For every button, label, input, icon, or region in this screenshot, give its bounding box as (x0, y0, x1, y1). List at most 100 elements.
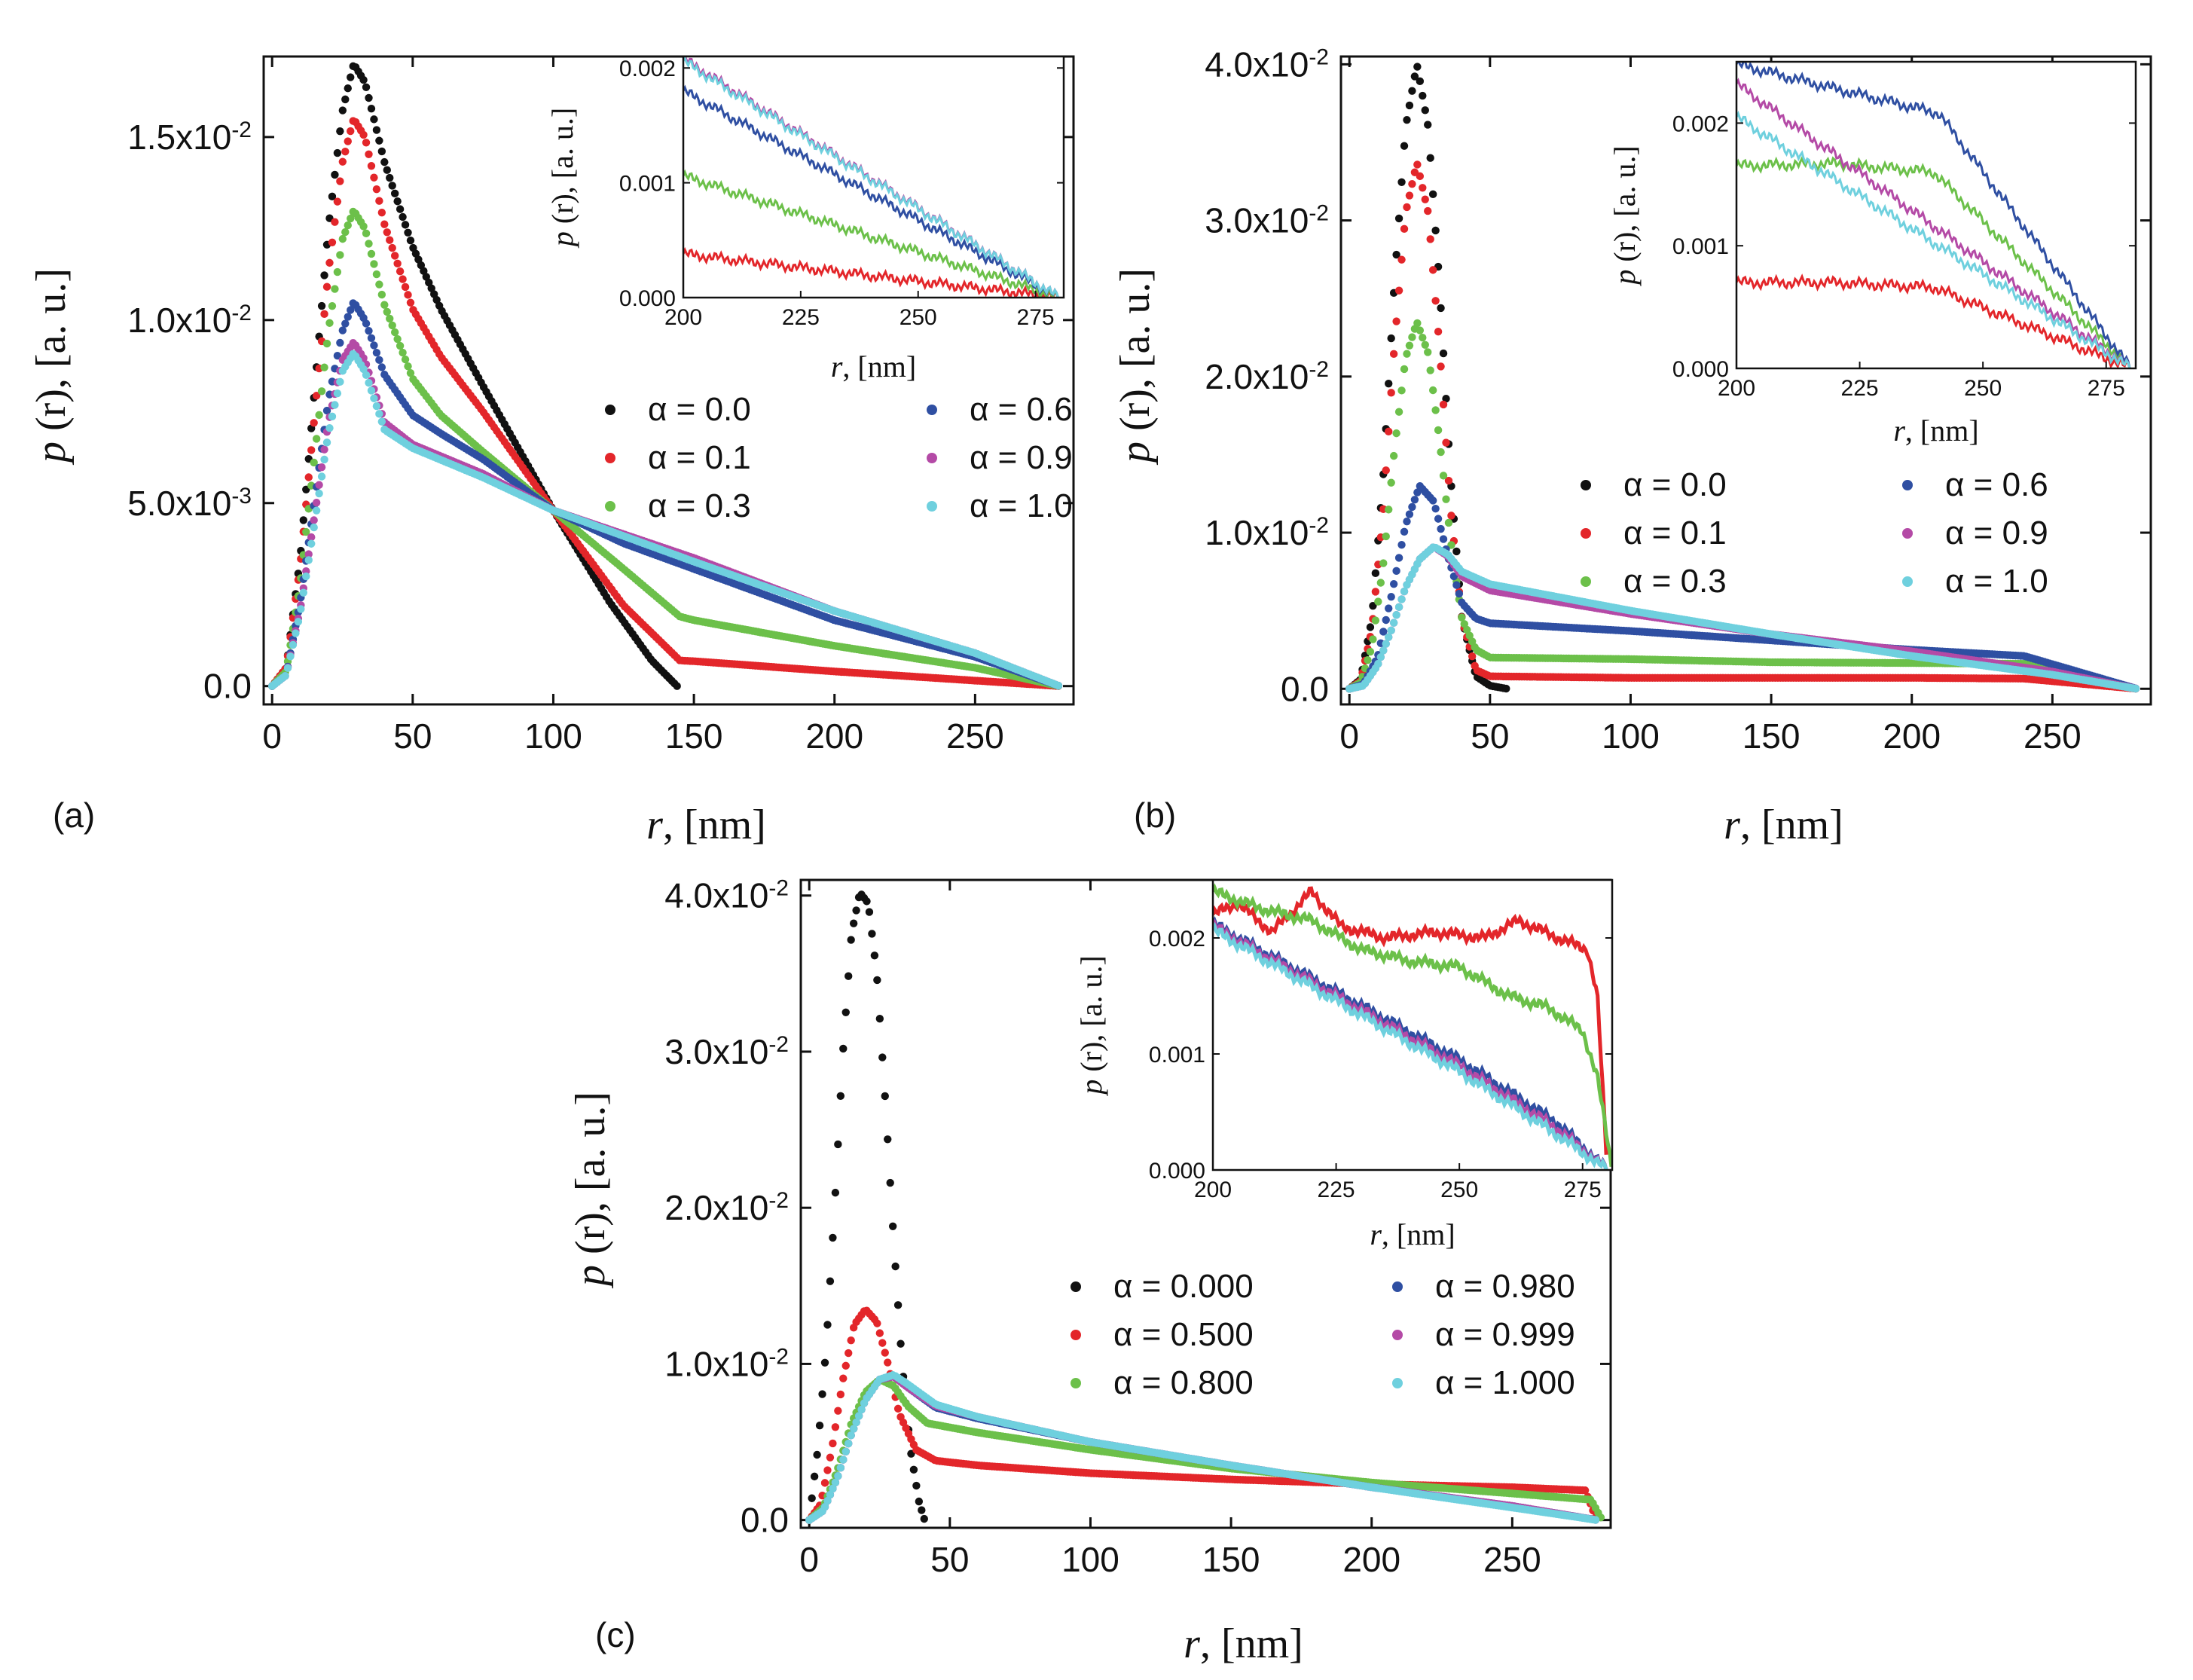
data-point (915, 1497, 924, 1506)
data-point (1408, 502, 1416, 512)
y-axis-title: p (r), [a. u.] (567, 1092, 614, 1289)
data-point (304, 556, 313, 564)
data-point (399, 348, 407, 357)
data-point (377, 417, 386, 426)
data-point (836, 1092, 845, 1100)
data-point (1452, 581, 1461, 589)
data-point (868, 930, 876, 938)
data-point (1371, 588, 1380, 596)
data-point (854, 1412, 863, 1420)
data-point (401, 221, 410, 229)
data-point (1447, 541, 1455, 549)
data-point (370, 394, 378, 402)
data-point (325, 424, 334, 432)
x-tick-label: 150 (665, 716, 723, 756)
legend-marker (1581, 480, 1591, 490)
data-point (820, 1479, 829, 1487)
panel-label: (c) (595, 1615, 636, 1654)
data-point (1408, 87, 1416, 95)
inset-series-green (683, 169, 1059, 298)
y-tick-label: 2.0x10-2 (664, 1188, 789, 1228)
data-point (1387, 334, 1395, 343)
data-point (1397, 540, 1406, 549)
data-point (1437, 362, 1445, 371)
data-point (1458, 613, 1466, 622)
inset-x-tick-label: 200 (1718, 376, 1755, 401)
data-point (808, 1494, 816, 1502)
data-point (372, 402, 381, 411)
y-axis-title: p (r), [a. u.] (28, 268, 75, 466)
data-point (841, 1008, 850, 1017)
data-point (344, 313, 352, 321)
data-point (322, 406, 331, 415)
data-point (372, 270, 381, 279)
data-point (375, 356, 383, 365)
legend-entry: α = 0.0 (1623, 466, 1727, 503)
data-point (304, 550, 313, 558)
data-point (1366, 623, 1375, 631)
data-point (370, 341, 378, 350)
data-point (286, 652, 295, 661)
data-point (1421, 341, 1429, 349)
data-point (377, 208, 386, 217)
data-point (315, 489, 323, 498)
data-point (1394, 603, 1403, 612)
data-point (370, 115, 378, 124)
legend-marker (1902, 576, 1913, 587)
data-point (878, 1339, 887, 1347)
data-point (331, 218, 339, 226)
data-point (1413, 160, 1422, 169)
legend-entry: α = 0.3 (648, 487, 751, 524)
data-point (390, 328, 399, 337)
data-point (823, 1496, 832, 1505)
series-black (1345, 63, 1510, 693)
data-point (406, 298, 415, 307)
data-point (341, 228, 350, 237)
data-point (367, 162, 376, 170)
x-tick-label: 200 (1883, 716, 1941, 756)
data-point (1400, 142, 1409, 150)
data-point (1400, 527, 1409, 536)
legend-marker (927, 453, 937, 463)
data-point (315, 481, 323, 489)
data-point (1444, 476, 1453, 485)
data-point (845, 1349, 853, 1358)
data-point (322, 339, 331, 348)
data-point (336, 127, 344, 136)
data-point (847, 936, 855, 944)
data-point (1431, 504, 1440, 513)
data-point (884, 1135, 892, 1144)
data-point (841, 1361, 850, 1370)
data-point (359, 75, 368, 84)
data-point (845, 972, 853, 980)
data-point (399, 275, 407, 283)
data-point (673, 682, 681, 690)
data-point (1376, 579, 1385, 587)
y-tick-label: 5.0x10-3 (127, 483, 252, 523)
data-point (283, 664, 292, 672)
data-point (1392, 611, 1400, 619)
data-point (918, 1506, 926, 1514)
data-point (307, 533, 316, 542)
data-point (875, 1329, 884, 1337)
data-point (823, 1321, 832, 1329)
data-point (377, 290, 386, 299)
data-point (820, 1358, 829, 1367)
data-point (1397, 386, 1406, 395)
data-point (1426, 154, 1434, 162)
data-point (1416, 326, 1425, 334)
data-point (347, 127, 355, 136)
data-point (347, 306, 355, 314)
data-point (1410, 72, 1419, 81)
data-point (1431, 297, 1440, 305)
data-point (393, 334, 402, 344)
data-point (383, 228, 391, 237)
data-point (831, 1478, 840, 1487)
data-point (1424, 206, 1432, 215)
data-point (849, 919, 858, 927)
inset-x-tick-label: 250 (1964, 376, 2002, 401)
inset-y-tick-label: 0.002 (1672, 111, 1729, 136)
x-tick-label: 200 (805, 716, 863, 756)
data-point (1421, 106, 1429, 115)
x-tick-label: 0 (799, 1540, 819, 1579)
